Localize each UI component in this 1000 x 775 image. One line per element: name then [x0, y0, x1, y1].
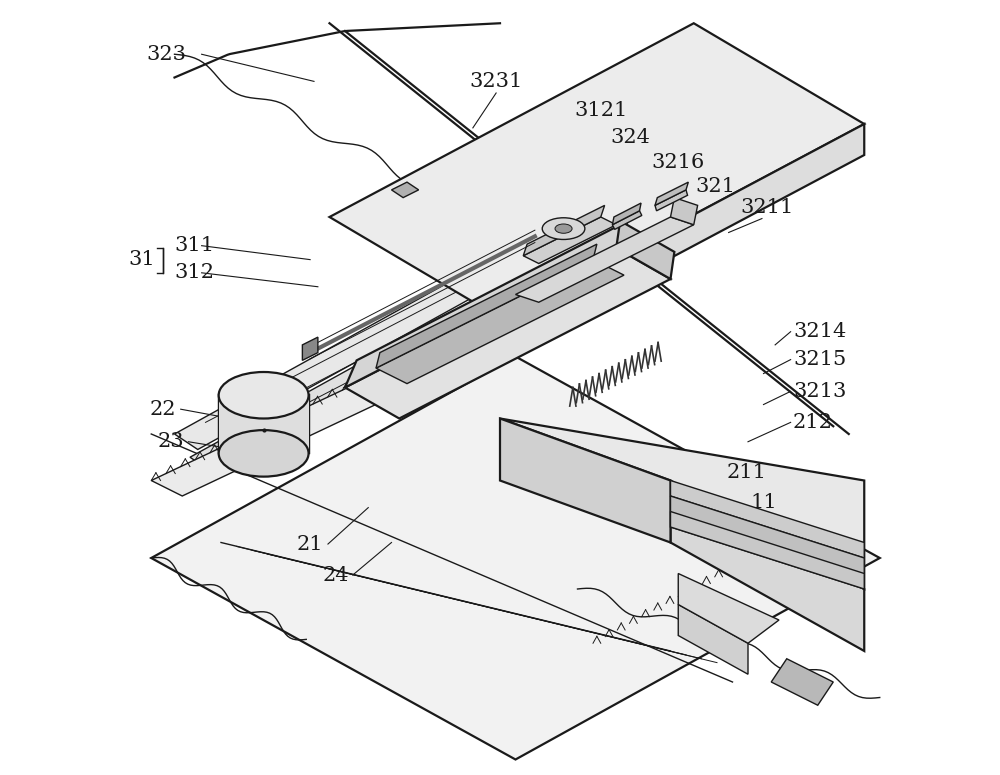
- Polygon shape: [345, 248, 670, 418]
- Text: 312: 312: [175, 264, 214, 282]
- Text: 3215: 3215: [793, 350, 846, 369]
- Text: 3211: 3211: [741, 198, 794, 217]
- Text: 22: 22: [150, 400, 176, 419]
- Polygon shape: [345, 221, 628, 388]
- Polygon shape: [670, 496, 864, 589]
- Polygon shape: [678, 604, 748, 674]
- Polygon shape: [523, 205, 605, 256]
- Text: 11: 11: [750, 493, 777, 512]
- Text: 24: 24: [322, 566, 349, 584]
- Text: 3213: 3213: [793, 382, 846, 401]
- Polygon shape: [516, 217, 694, 302]
- Text: 212: 212: [793, 413, 833, 432]
- Polygon shape: [330, 23, 864, 318]
- Polygon shape: [670, 198, 698, 225]
- Polygon shape: [771, 659, 833, 705]
- Polygon shape: [219, 395, 309, 453]
- Text: 321: 321: [695, 177, 735, 195]
- Ellipse shape: [555, 224, 572, 233]
- Text: 3214: 3214: [793, 322, 846, 341]
- Polygon shape: [670, 480, 864, 651]
- Text: 3216: 3216: [652, 153, 705, 172]
- Polygon shape: [612, 203, 641, 225]
- Ellipse shape: [219, 372, 309, 419]
- Polygon shape: [670, 512, 864, 589]
- Polygon shape: [678, 574, 779, 643]
- Text: 323: 323: [147, 45, 187, 64]
- Ellipse shape: [219, 430, 309, 477]
- Polygon shape: [616, 221, 674, 279]
- Polygon shape: [151, 279, 608, 496]
- Polygon shape: [500, 418, 864, 589]
- Polygon shape: [655, 182, 688, 205]
- Polygon shape: [151, 356, 880, 760]
- Polygon shape: [670, 480, 864, 558]
- Polygon shape: [500, 418, 670, 542]
- Text: 3231: 3231: [469, 72, 523, 91]
- Polygon shape: [190, 256, 578, 473]
- Polygon shape: [376, 260, 624, 384]
- Text: 23: 23: [157, 432, 184, 451]
- Text: 3121: 3121: [574, 101, 627, 119]
- Text: 324: 324: [610, 129, 650, 147]
- Polygon shape: [500, 124, 864, 349]
- Polygon shape: [175, 232, 562, 450]
- Polygon shape: [655, 190, 688, 211]
- Polygon shape: [612, 211, 642, 229]
- Text: 31: 31: [128, 250, 155, 269]
- Polygon shape: [392, 182, 419, 198]
- Polygon shape: [376, 244, 597, 368]
- Text: 21: 21: [297, 535, 323, 553]
- Polygon shape: [523, 217, 616, 264]
- Text: 211: 211: [726, 463, 766, 482]
- Text: 311: 311: [175, 236, 215, 255]
- Ellipse shape: [542, 218, 585, 239]
- Polygon shape: [302, 337, 318, 360]
